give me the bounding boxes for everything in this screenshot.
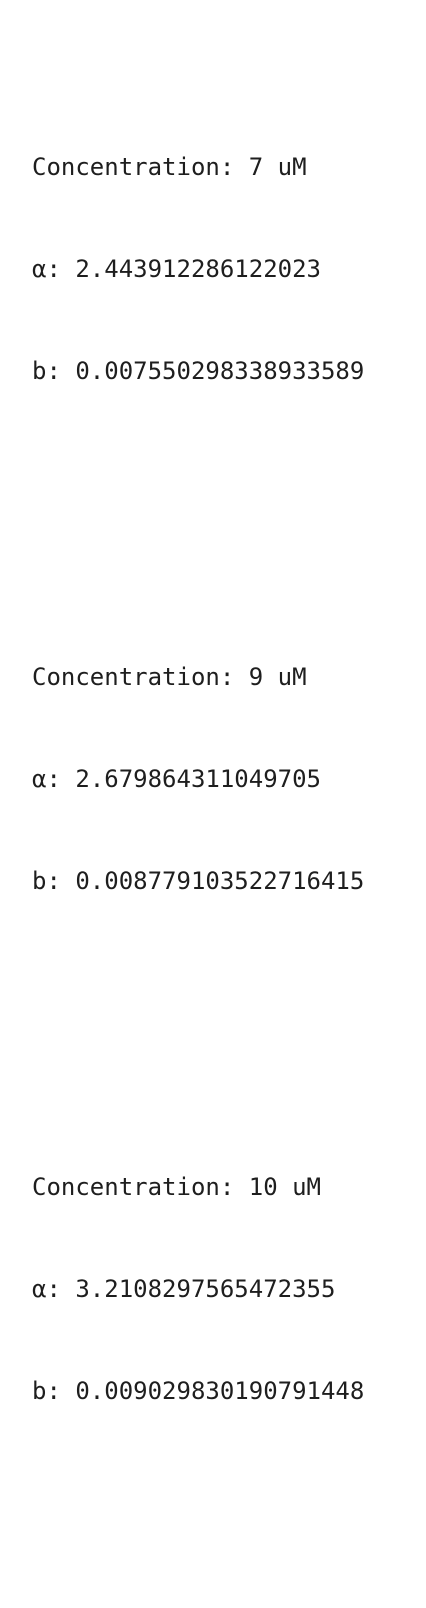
b-line: b: 0.007550298338933589 — [32, 357, 365, 385]
concentration-line: Concentration: 9 uM — [32, 663, 307, 691]
console-output: Concentration: 7 uM α: 2.443912286122023… — [32, 14, 364, 1608]
alpha-line: α: 2.443912286122023 — [32, 255, 321, 283]
alpha-line: α: 3.2108297565472355 — [32, 1275, 336, 1303]
alpha-line: α: 2.679864311049705 — [32, 765, 321, 793]
result-block: Concentration: 10 uM α: 3.21082975654723… — [32, 1102, 364, 1476]
concentration-line: Concentration: 10 uM — [32, 1173, 321, 1201]
concentration-line: Concentration: 7 uM — [32, 153, 307, 181]
result-block: Concentration: 9 uM α: 2.679864311049705… — [32, 592, 364, 966]
b-line: b: 0.009029830190791448 — [32, 1377, 365, 1405]
result-block: Concentration: 7 uM α: 2.443912286122023… — [32, 82, 364, 456]
b-line: b: 0.008779103522716415 — [32, 867, 365, 895]
